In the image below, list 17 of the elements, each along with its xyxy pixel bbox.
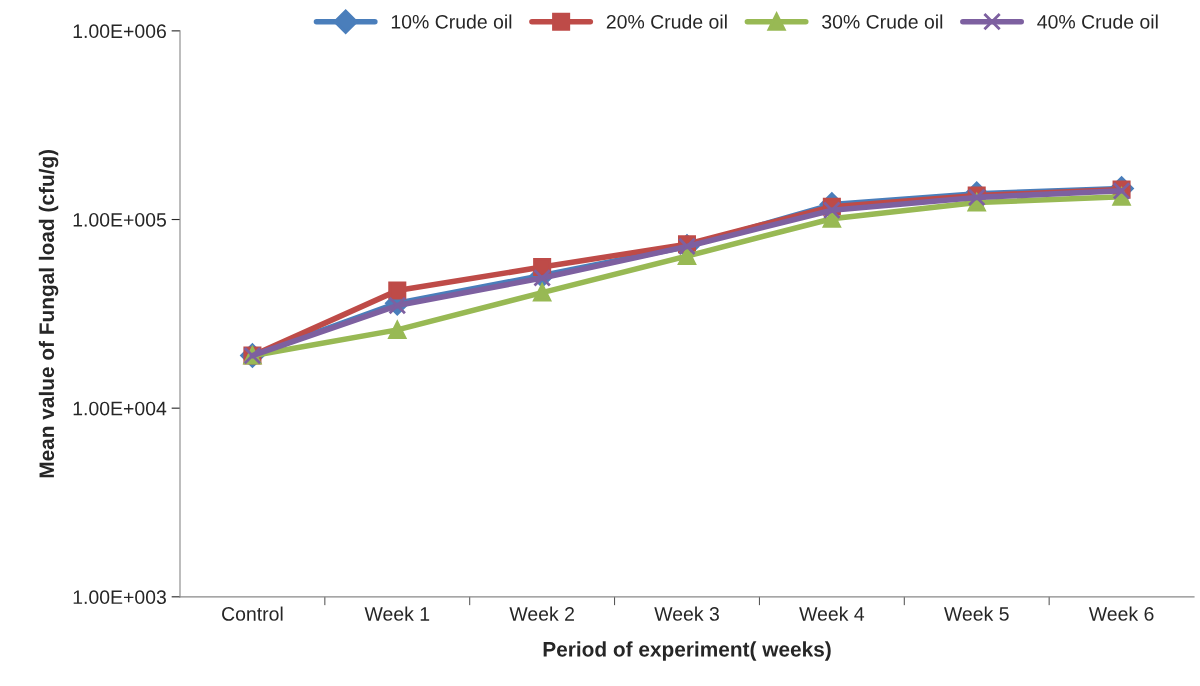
x-tick-label: Week 1 [364, 606, 430, 621]
y-axis-title: Mean value of Fungal load (cfu/g) [38, 149, 59, 478]
x-tick-label: Control [222, 606, 283, 621]
x-tick-label: Week 6 [1088, 606, 1154, 621]
legend-label: 30% Crude oil [822, 14, 943, 29]
y-tick-label: 1.00E+006 [73, 24, 166, 39]
legend-label: 40% Crude oil [1037, 14, 1158, 29]
x-tick-label: Week 2 [509, 606, 574, 621]
x-axis-title: Period of experiment( weeks) [543, 641, 831, 661]
x-tick-label: Week 3 [654, 606, 719, 621]
x-tick-label: Week 5 [944, 606, 1009, 621]
y-tick-label: 1.00E+003 [73, 590, 166, 605]
y-tick-label: 1.00E+004 [73, 401, 167, 416]
legend-label: 10% Crude oil [391, 14, 512, 29]
x-tick-label: Week 4 [799, 606, 865, 621]
legend-label: 20% Crude oil [606, 14, 727, 29]
y-tick-label: 1.00E+005 [73, 212, 166, 227]
